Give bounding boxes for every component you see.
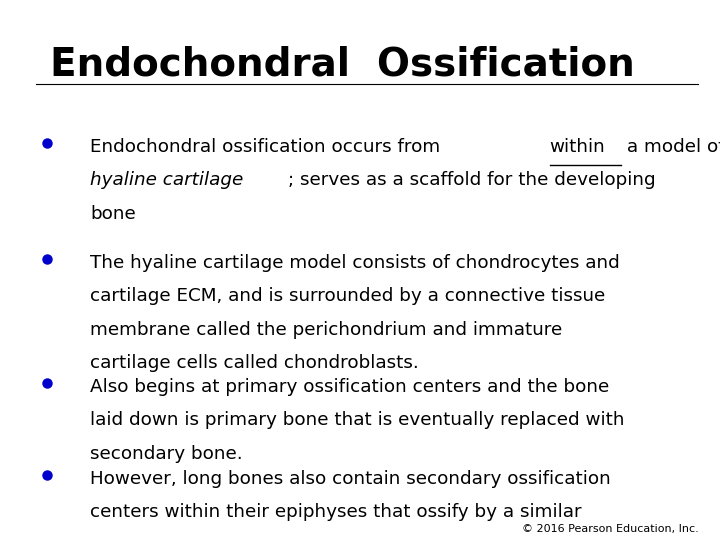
Text: However, long bones also contain secondary ossification: However, long bones also contain seconda… bbox=[90, 470, 611, 488]
Text: © 2016 Pearson Education, Inc.: © 2016 Pearson Education, Inc. bbox=[522, 523, 698, 534]
Text: bone: bone bbox=[90, 205, 136, 222]
Text: membrane called the perichondrium and immature: membrane called the perichondrium and im… bbox=[90, 321, 562, 339]
Text: secondary bone.: secondary bone. bbox=[90, 445, 243, 463]
Text: hyaline cartilage: hyaline cartilage bbox=[90, 171, 243, 189]
Text: Endochondral  Ossification: Endochondral Ossification bbox=[50, 46, 635, 84]
Text: cartilage ECM, and is surrounded by a connective tissue: cartilage ECM, and is surrounded by a co… bbox=[90, 287, 606, 305]
Text: laid down is primary bone that is eventually replaced with: laid down is primary bone that is eventu… bbox=[90, 411, 624, 429]
Text: centers within their epiphyses that ossify by a similar: centers within their epiphyses that ossi… bbox=[90, 503, 582, 521]
Text: a model of: a model of bbox=[621, 138, 720, 156]
Text: Also begins at primary ossification centers and the bone: Also begins at primary ossification cent… bbox=[90, 378, 609, 396]
Text: Endochondral ossification occurs from: Endochondral ossification occurs from bbox=[90, 138, 446, 156]
Text: The hyaline cartilage model consists of chondrocytes and: The hyaline cartilage model consists of … bbox=[90, 254, 620, 272]
Text: within: within bbox=[549, 138, 606, 156]
Text: ; serves as a scaffold for the developing: ; serves as a scaffold for the developin… bbox=[288, 171, 655, 189]
Text: cartilage cells called chondroblasts.: cartilage cells called chondroblasts. bbox=[90, 354, 419, 372]
Text: process.: process. bbox=[90, 537, 166, 540]
